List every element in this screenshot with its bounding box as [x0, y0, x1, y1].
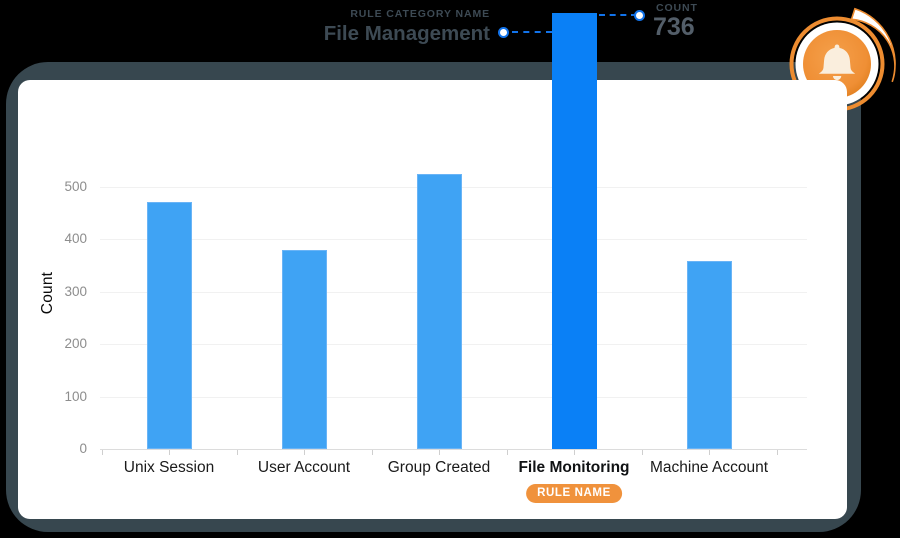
- callout-dash-left: [512, 31, 552, 33]
- rule-category-caption: RULE CATEGORY NAME: [350, 8, 490, 20]
- swoosh-arc: [850, 7, 896, 83]
- callout-dash-right: [599, 14, 637, 16]
- rule-name-badge: RULE NAME: [526, 484, 622, 503]
- bell-glyph: [818, 44, 856, 81]
- count-caption: COUNT: [656, 2, 698, 14]
- chart-card: [18, 80, 847, 519]
- count-value: 736: [653, 13, 695, 41]
- callout-dot-left: [498, 27, 509, 38]
- callout-dot-right: [634, 10, 645, 21]
- rule-category-value: File Management: [323, 22, 490, 45]
